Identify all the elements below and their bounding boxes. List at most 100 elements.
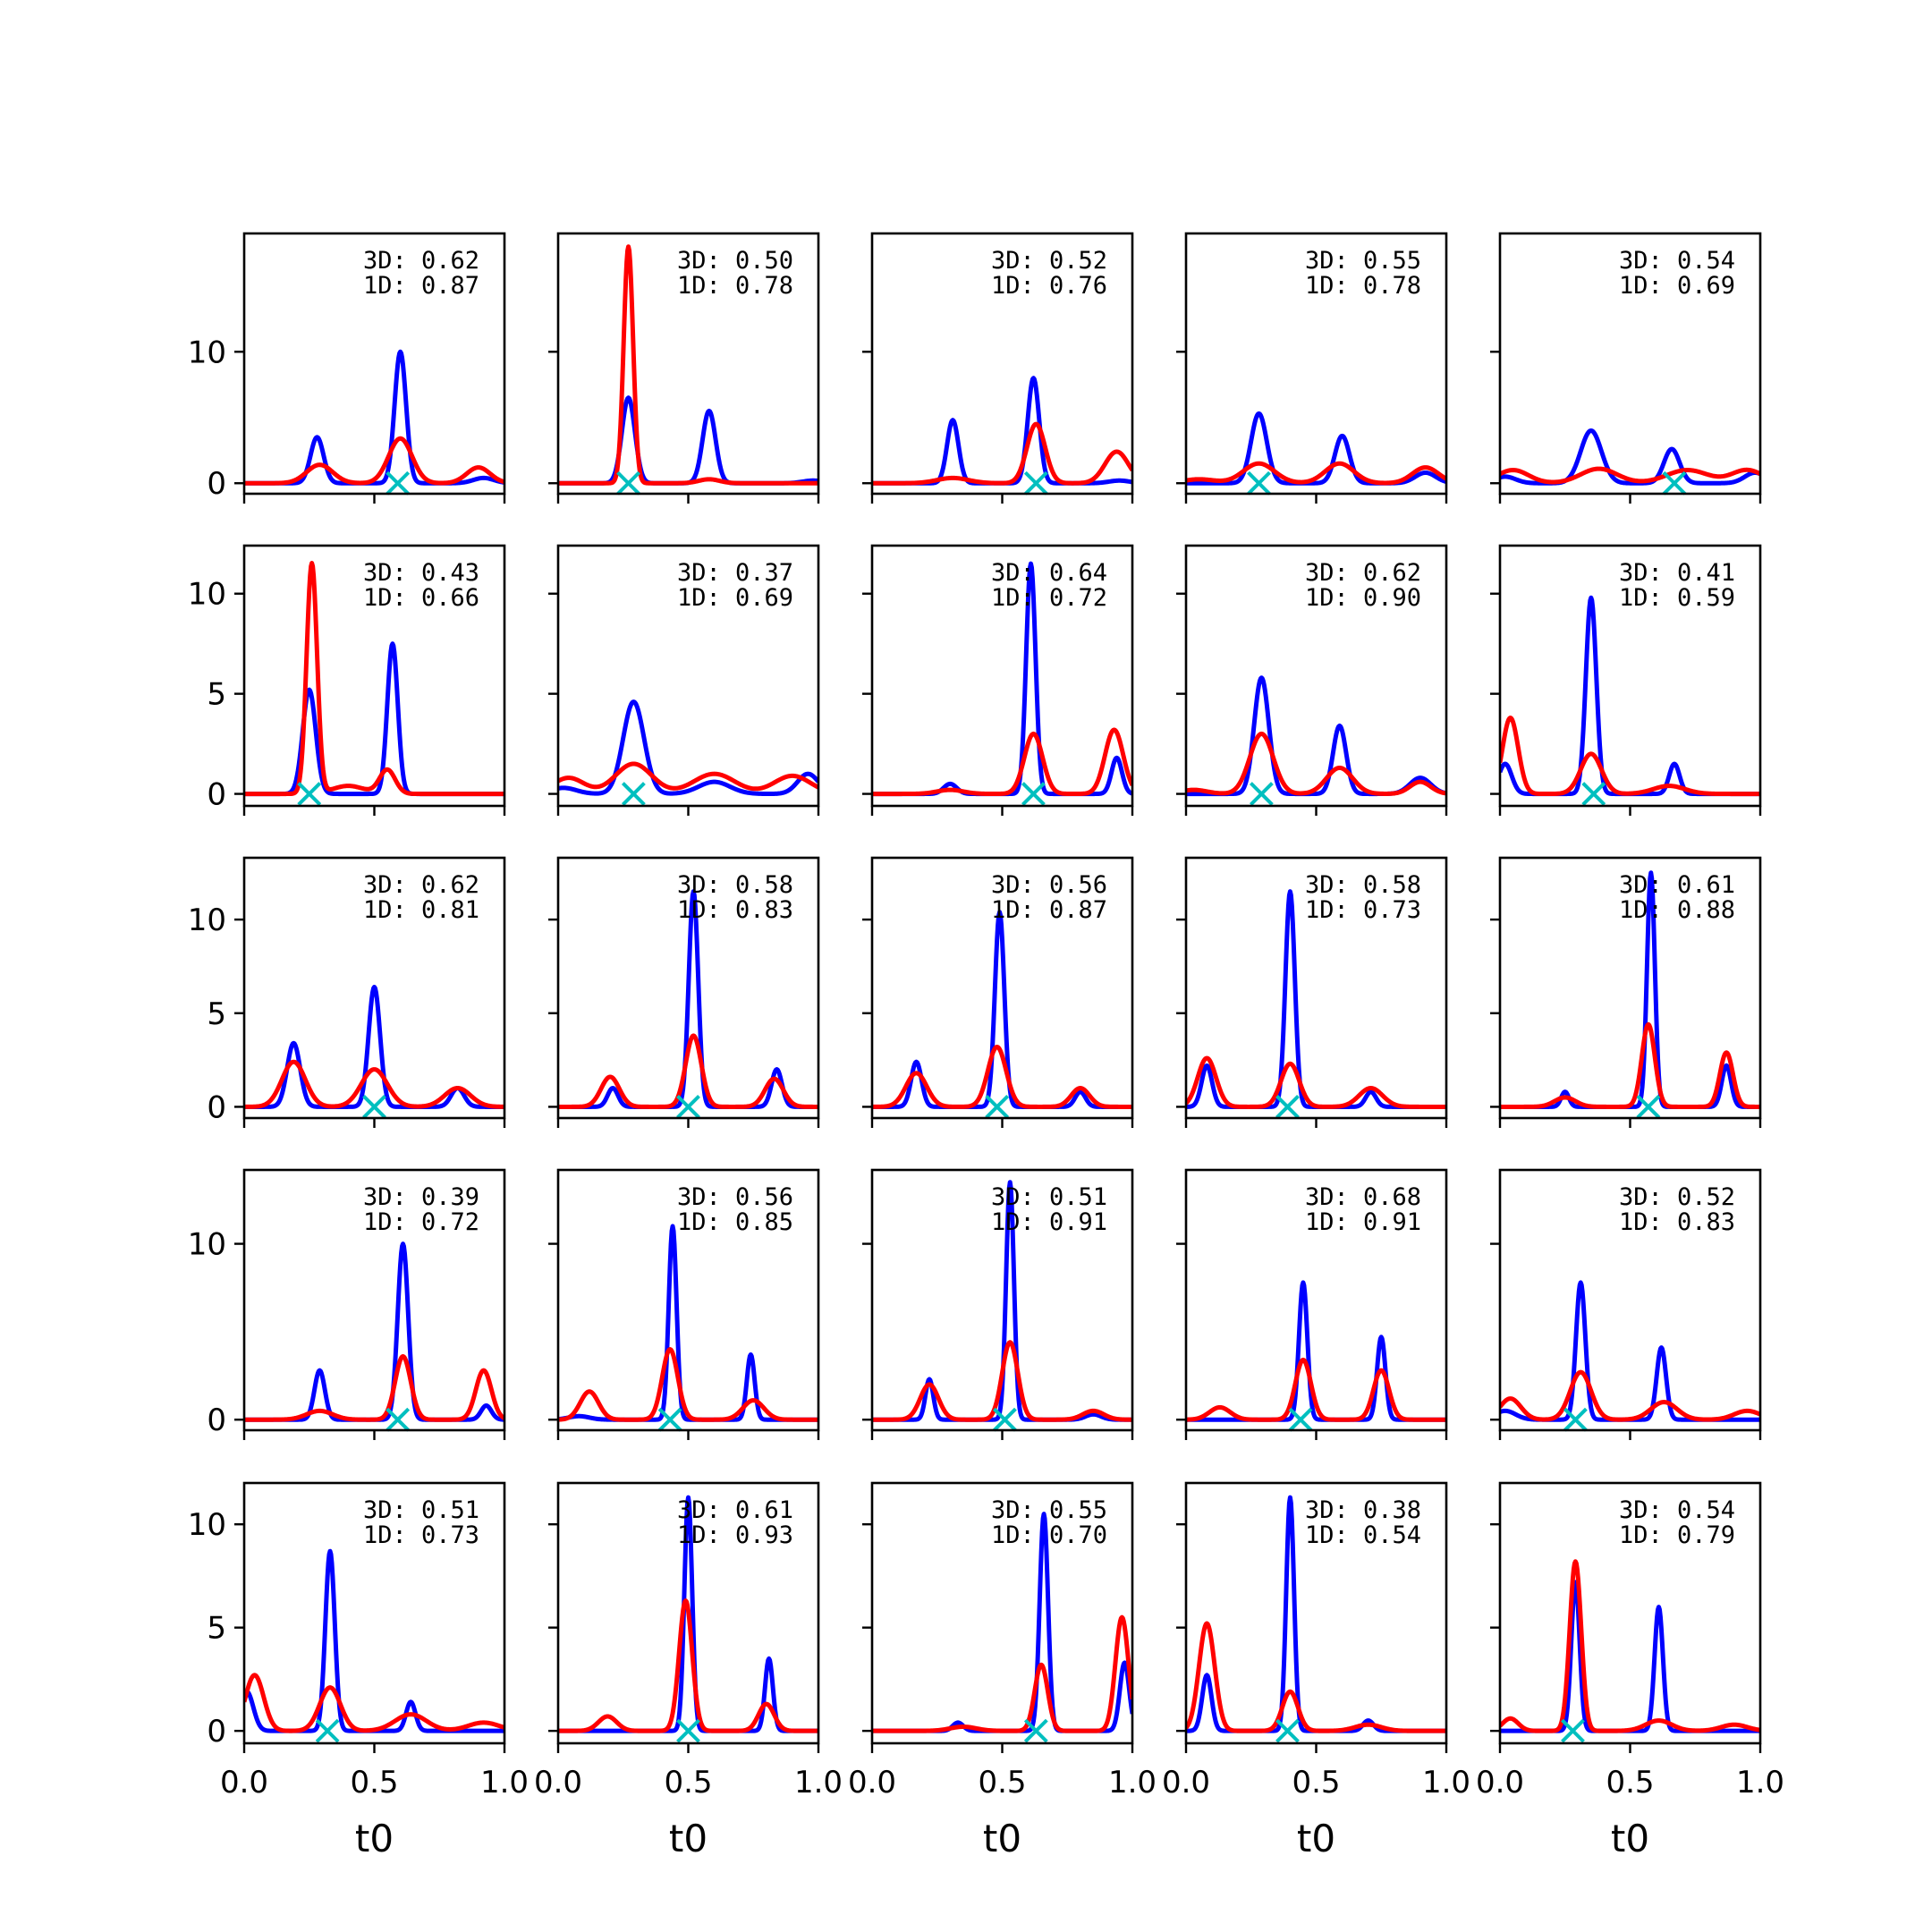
x-axis-label: t0 (355, 1817, 394, 1860)
red-line (872, 1340, 1132, 1422)
red-line (872, 1614, 1132, 1733)
x-tick-label: 0.5 (1606, 1765, 1654, 1801)
annotation-text: 3D: 0.56 (677, 1183, 793, 1211)
red-line (244, 1353, 504, 1422)
y-tick-label: 0 (207, 777, 226, 813)
x-tick-label: 0.0 (848, 1765, 896, 1801)
annotation-text: 3D: 0.61 (1619, 871, 1735, 899)
marker-x-stroke-2 (1561, 1718, 1585, 1743)
marker-x-stroke-2 (1288, 1407, 1313, 1432)
y-tick-label: 0 (207, 1402, 226, 1438)
red-line (244, 1673, 504, 1733)
annotation-text: 3D: 0.41 (1619, 559, 1735, 587)
y-tick-label: 0 (207, 1714, 226, 1750)
annotation-text: 3D: 0.62 (363, 247, 479, 275)
annotation-text: 1D: 0.78 (677, 272, 793, 300)
x-axis-label: t0 (1611, 1817, 1649, 1860)
annotation-text: 3D: 0.62 (1305, 559, 1421, 587)
red-line (558, 1347, 818, 1422)
marker-x-stroke-2 (386, 470, 411, 496)
x-tick-label: 1.0 (1108, 1765, 1157, 1801)
marker-x-stroke-2 (676, 1718, 700, 1743)
x-tick-label: 0.0 (1476, 1765, 1524, 1801)
blue-line (558, 1495, 818, 1733)
annotation-text: 1D: 0.76 (991, 272, 1107, 300)
marker-x-stroke-2 (297, 782, 322, 806)
marker-x-stroke-2 (362, 1095, 386, 1119)
marker-x (1247, 470, 1271, 496)
marker-x-stroke-2 (1563, 1407, 1588, 1432)
annotation-text: 3D: 0.37 (677, 559, 793, 587)
marker-x-stroke-2 (1275, 1718, 1300, 1743)
marker-x (1662, 470, 1687, 496)
annotation-text: 3D: 0.52 (991, 247, 1107, 275)
red-line (1186, 1055, 1446, 1109)
x-axis-label: t0 (1297, 1817, 1335, 1860)
red-line (872, 421, 1132, 486)
marker-x-stroke-2 (1275, 1095, 1300, 1119)
marker-x-stroke-2 (985, 1095, 1010, 1119)
marker-x (1563, 1407, 1588, 1432)
annotation-text: 3D: 0.54 (1619, 1496, 1735, 1524)
red-line (558, 1598, 818, 1733)
y-tick-label: 5 (207, 996, 226, 1032)
annotation-text: 1D: 0.87 (363, 272, 479, 300)
x-tick-label: 0.5 (664, 1765, 712, 1801)
annotation-text: 3D: 0.62 (363, 871, 479, 899)
red-line (1500, 716, 1760, 797)
marker-x (386, 470, 411, 496)
marker-x-stroke-2 (1023, 1718, 1048, 1743)
annotation-text: 1D: 0.88 (1619, 896, 1735, 924)
red-line (1186, 1621, 1446, 1733)
marker-x-stroke-2 (1023, 470, 1048, 496)
x-tick-label: 0.5 (978, 1765, 1026, 1801)
x-tick-label: 0.5 (350, 1765, 398, 1801)
annotation-text: 3D: 0.54 (1619, 247, 1735, 275)
annotation-text: 1D: 0.79 (1619, 1521, 1735, 1549)
marker-x (1561, 1718, 1585, 1743)
annotation-text: 3D: 0.50 (677, 247, 793, 275)
marker-x-stroke-2 (992, 1407, 1017, 1432)
x-tick-label: 1.0 (1736, 1765, 1784, 1801)
red-line (1500, 1559, 1760, 1733)
annotation-text: 1D: 0.59 (1619, 584, 1735, 612)
red-line (558, 244, 818, 486)
blue-line (1186, 411, 1446, 486)
marker-x-stroke-2 (621, 782, 646, 806)
marker-x (315, 1718, 340, 1743)
red-line (244, 561, 504, 797)
y-tick-label: 10 (188, 335, 226, 370)
marker-x (1636, 1095, 1661, 1119)
y-tick-label: 10 (188, 577, 226, 613)
y-tick-label: 10 (188, 1227, 226, 1263)
marker-x (1249, 782, 1274, 806)
marker-x-stroke-2 (1636, 1095, 1661, 1119)
red-line (244, 436, 504, 486)
x-tick-label: 1.0 (480, 1765, 529, 1801)
annotation-text: 3D: 0.52 (1619, 1183, 1735, 1211)
annotation-text: 3D: 0.39 (363, 1183, 479, 1211)
marker-x (1023, 470, 1048, 496)
y-tick-label: 0 (207, 466, 226, 502)
x-axis-label: t0 (983, 1817, 1021, 1860)
marker-x (616, 470, 640, 496)
red-line (1186, 731, 1446, 796)
marker-x-stroke-2 (1247, 470, 1271, 496)
annotation-text: 1D: 0.81 (363, 896, 479, 924)
annotation-text: 1D: 0.69 (677, 584, 793, 612)
